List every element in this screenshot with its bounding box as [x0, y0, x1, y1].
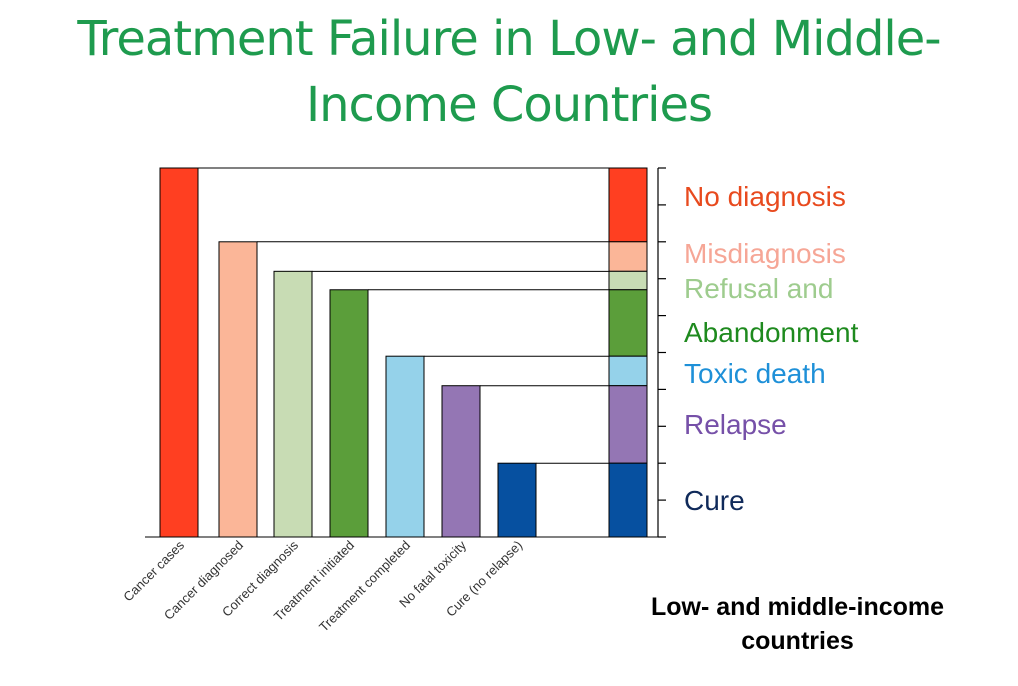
bar [218, 241, 258, 538]
bar [441, 385, 481, 538]
stacked-segment [608, 462, 648, 538]
bar [159, 167, 199, 538]
segment-label: Relapse [684, 409, 787, 440]
stacked-segment [608, 270, 648, 291]
stacked-segment [608, 167, 648, 243]
segment-label: Toxic death [684, 358, 826, 389]
stacked-segment [608, 289, 648, 357]
bar [385, 355, 425, 538]
stacked-segment [608, 385, 648, 464]
segment-label: Refusal and [684, 273, 833, 304]
bar [497, 462, 537, 538]
stacked-segment [608, 241, 648, 272]
segment-label: Cure [684, 485, 745, 516]
segment-label: Misdiagnosis [684, 238, 846, 269]
page-title: Treatment Failure in Low- and Middle-Inc… [77, 11, 941, 133]
bar [273, 270, 313, 538]
bar [329, 289, 369, 538]
region-label: Low- and middle-income countries [650, 593, 945, 655]
stacked-segment [608, 355, 648, 387]
segment-label: Abandonment [684, 317, 859, 348]
segment-label: No diagnosis [684, 181, 846, 212]
